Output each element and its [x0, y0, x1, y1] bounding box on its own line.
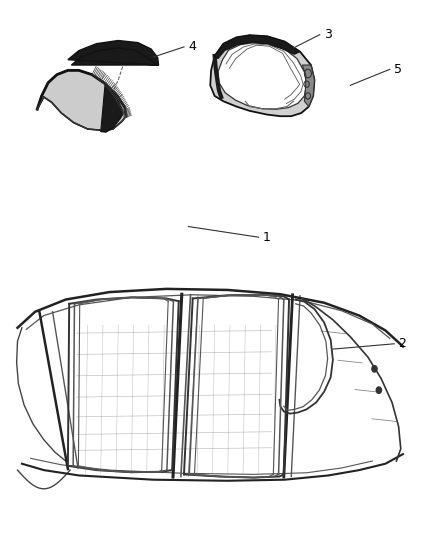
Circle shape [376, 387, 381, 393]
Circle shape [372, 366, 377, 372]
Polygon shape [210, 35, 314, 116]
Polygon shape [68, 41, 159, 65]
Polygon shape [302, 65, 314, 107]
Polygon shape [215, 35, 300, 59]
Polygon shape [101, 84, 124, 132]
Text: 4: 4 [188, 41, 196, 53]
Text: 1: 1 [263, 231, 271, 244]
Polygon shape [218, 43, 307, 109]
Text: 5: 5 [394, 63, 402, 76]
Text: 2: 2 [399, 337, 406, 350]
Polygon shape [37, 70, 126, 131]
Text: 3: 3 [324, 28, 332, 41]
